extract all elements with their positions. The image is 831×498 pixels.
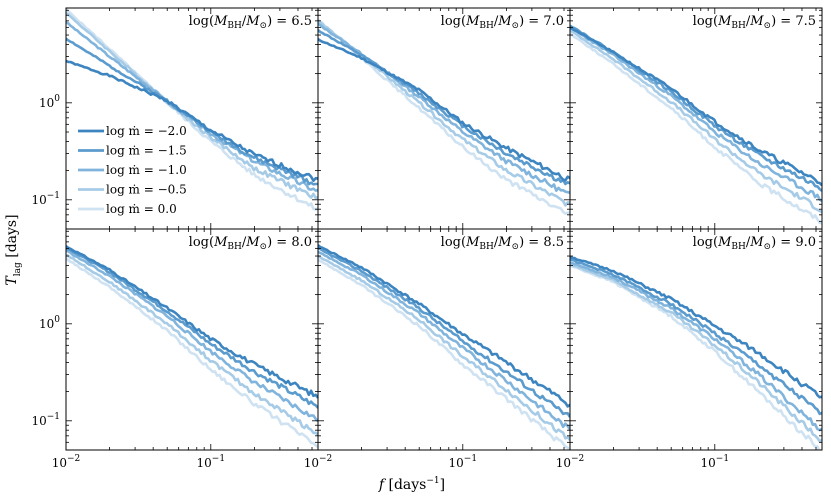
- series-line: [318, 38, 570, 182]
- ticks: [569, 229, 822, 451]
- legend-label: log ṁ = −2.0: [106, 124, 187, 138]
- x-axis-label: f [days−1]: [378, 476, 445, 493]
- panel-label: log(MBH/M⊙) = 7.5: [693, 14, 816, 31]
- series-line: [318, 244, 570, 408]
- x-tick-label: 10−2: [52, 454, 81, 470]
- series-line: [570, 258, 822, 416]
- series-line: [66, 59, 318, 182]
- series-line: [318, 22, 570, 194]
- y-tick-label: 10−1: [31, 412, 60, 428]
- series-line: [66, 253, 318, 436]
- x-tick-label: 10−1: [701, 454, 730, 470]
- series-line: [570, 255, 822, 399]
- series-line: [66, 37, 318, 186]
- y-tick-label: 100: [39, 94, 60, 110]
- panel: log(MBH/M⊙) = 7.0: [317, 7, 571, 230]
- series-line: [318, 246, 570, 418]
- series-line: [66, 245, 318, 399]
- ticks: [569, 8, 822, 230]
- series-line: [318, 250, 570, 431]
- series-line: [570, 32, 822, 225]
- series-line: [570, 28, 822, 214]
- panels: 10−1 100 log(MBH/M⊙) = 6.5 log(MBH/M⊙) = 7.…: [31, 7, 823, 470]
- series-line: [66, 246, 318, 409]
- legend-label: log ṁ = −0.5: [106, 183, 187, 197]
- panel: 10−1 100 10−2 10−1 log(MBH/M⊙) = 8.0: [31, 228, 319, 470]
- panel-label: log(MBH/M⊙) = 8.0: [189, 235, 312, 252]
- x-tick-label: 10−1: [449, 454, 478, 470]
- series-line: [66, 249, 318, 423]
- panel: log(MBH/M⊙) = 7.5: [569, 7, 823, 230]
- x-tick-label: 10−2: [304, 454, 333, 470]
- panel: 10−2 10−1 log(MBH/M⊙) = 9.0: [556, 228, 823, 470]
- y-tick-label: 10−1: [31, 191, 60, 207]
- ticks: [317, 229, 570, 451]
- legend-label: log ṁ = −1.5: [106, 144, 187, 158]
- panel-label: log(MBH/M⊙) = 9.0: [693, 235, 816, 252]
- series-line: [570, 26, 822, 187]
- series-line: [570, 261, 822, 432]
- ticks: [65, 229, 318, 451]
- x-tick-label: 10−1: [197, 454, 226, 470]
- legend-label: log ṁ = 0.0: [106, 202, 177, 216]
- series-line: [570, 264, 822, 450]
- panel: 10−2 10−1 log(MBH/M⊙) = 8.5: [304, 228, 571, 470]
- panel-label: log(MBH/M⊙) = 7.0: [441, 14, 564, 31]
- series-line: [318, 29, 570, 186]
- y-tick-label: 100: [39, 315, 60, 331]
- series-line: [318, 254, 570, 441]
- panel-frame: [569, 7, 823, 230]
- legend: log ṁ = −2.0 log ṁ = −1.5 log ṁ = −1.0 log …: [78, 124, 187, 216]
- series-line: [570, 262, 822, 443]
- series-line: [66, 11, 318, 200]
- series-line: [66, 257, 318, 448]
- series-line: [318, 258, 570, 450]
- panel-frame: [65, 228, 319, 451]
- legend-label: log ṁ = −1.0: [106, 163, 187, 177]
- x-tick-label: 10−2: [556, 454, 585, 470]
- panel-label: log(MBH/M⊙) = 6.5: [189, 14, 312, 31]
- panel-label: log(MBH/M⊙) = 8.5: [441, 235, 564, 252]
- series-line: [570, 25, 822, 203]
- panel-frame: [569, 228, 823, 451]
- y-axis-label: Tlag [days]: [4, 214, 23, 285]
